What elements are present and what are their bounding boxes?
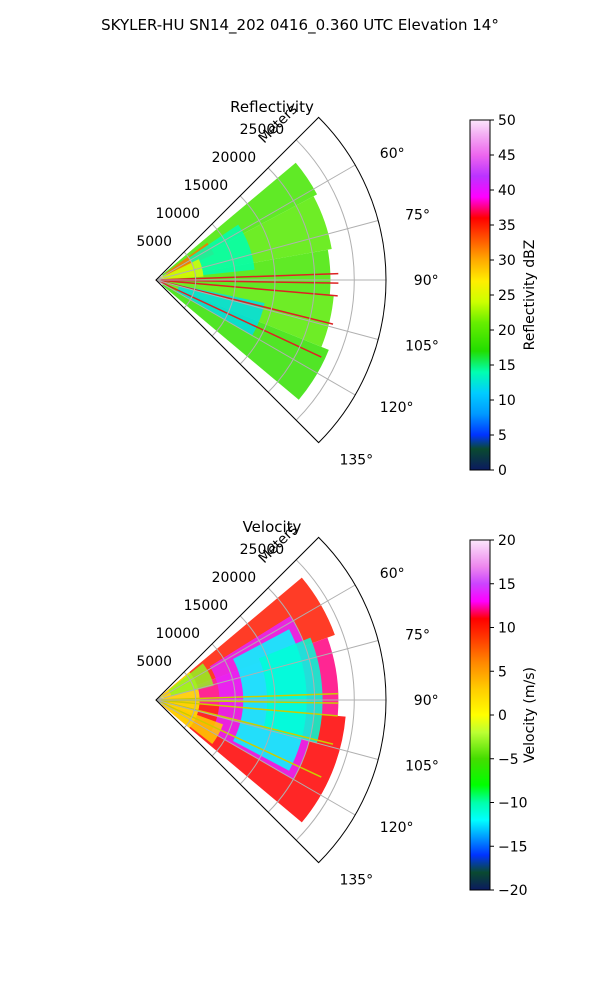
colorbar-tick-label: 10	[498, 393, 516, 409]
angle-spoke-0	[155, 584, 356, 701]
sector-frame	[155, 536, 387, 864]
beam-line-4	[155, 279, 322, 358]
beam-line-1	[155, 279, 339, 284]
angle-tick-label: 60°	[380, 146, 405, 162]
colorbar-tick-label: −20	[498, 883, 528, 899]
colorbar-tick-label: 10	[498, 621, 516, 637]
radial-tick-label: 25000	[240, 542, 285, 558]
echo-region-6	[188, 224, 255, 276]
angle-spoke-3	[155, 279, 379, 341]
colorbar-gradient	[469, 539, 491, 891]
angle-tick-label: 90°	[414, 693, 439, 709]
colorbar-tick-label: 5	[498, 428, 507, 444]
reflectivity-title: Reflectivity	[230, 98, 314, 116]
radial-tick-label: 5000	[136, 654, 172, 670]
beam-line-0	[155, 272, 339, 281]
colorbar-tick-label: 0	[498, 463, 507, 479]
beam-line-0	[155, 692, 339, 701]
beam-line-4	[155, 699, 322, 778]
echo-region-4	[162, 282, 329, 400]
colorbar-tick-label: 5	[498, 664, 507, 680]
reflectivity-polar-plot: 500010000150002000025000Meters60°75°90°1…	[136, 102, 438, 469]
radial-tick-label: 10000	[156, 626, 201, 642]
radial-tick-label: 5000	[136, 234, 172, 250]
colorbar-tick-label: −5	[498, 752, 519, 768]
angle-tick-label: 135°	[339, 452, 373, 468]
angle-tick-label: 60°	[380, 566, 405, 582]
colorbar-tick-label: 40	[498, 183, 516, 199]
angle-tick-label: 105°	[405, 759, 439, 775]
velocity-colorbar: −20 −15 −10 −5 0 5 10 15 20 Velocity (m/s)	[469, 533, 538, 899]
radial-tick-label: 15000	[184, 178, 229, 194]
angle-tick-label: 120°	[380, 400, 414, 416]
radial-tick-label: 10000	[156, 206, 201, 222]
angle-spoke-3	[155, 699, 379, 761]
reflectivity-panel: Reflectivity 500010000150002000025000Met…	[136, 98, 538, 479]
radial-tick-label: 25000	[240, 122, 285, 138]
beam-line-3	[155, 279, 334, 325]
colorbar-tick-label: 20	[498, 323, 516, 339]
figure-title: SKYLER-HU SN14_202 0416_0.360 UTC Elevat…	[101, 16, 499, 34]
angle-tick-label: 105°	[405, 339, 439, 355]
angle-tick-label: 75°	[405, 627, 430, 643]
sector-frame	[155, 116, 387, 444]
angle-spoke-1	[155, 639, 379, 701]
radial-tick-label: 20000	[212, 150, 257, 166]
angle-tick-label: 90°	[414, 273, 439, 289]
colorbar-tick-label: 0	[498, 708, 507, 724]
angle-spoke-1	[155, 219, 379, 281]
angle-spoke-4	[155, 699, 356, 816]
beam-line-3	[155, 699, 334, 745]
angle-spoke-0	[155, 164, 356, 281]
radial-tick-label: 20000	[212, 570, 257, 586]
colorbar-tick-label: 15	[498, 358, 516, 374]
angle-tick-label: 120°	[380, 820, 414, 836]
colorbar-tick-label: 25	[498, 288, 516, 304]
radial-tick-label: 15000	[184, 598, 229, 614]
velocity-title: Velocity	[243, 518, 302, 536]
colorbar-tick-label: 20	[498, 533, 516, 549]
angle-tick-label: 135°	[339, 872, 373, 888]
colorbar-tick-label: −10	[498, 796, 528, 812]
velocity-panel: Velocity 500010000150002000025000Meters6…	[136, 518, 538, 899]
velocity-polar-plot: 500010000150002000025000Meters60°75°90°1…	[136, 522, 438, 889]
beam-line-2	[155, 699, 338, 717]
colorbar-label: Reflectivity dBZ	[522, 240, 538, 351]
beam-line-1	[155, 699, 339, 704]
beam-line-2	[155, 279, 338, 297]
colorbar-tick-label: 35	[498, 218, 516, 234]
colorbar-tick-label: −15	[498, 839, 528, 855]
angle-spoke-4	[155, 279, 356, 396]
echo-region-8	[174, 708, 224, 744]
echo-region-5	[258, 637, 323, 744]
colorbar-gradient	[469, 119, 491, 471]
angle-tick-label: 75°	[405, 207, 430, 223]
colorbar-tick-label: 50	[498, 113, 516, 129]
reflectivity-colorbar: 0 5 10 15 20 25 30 35 40 45 50 Reflectivity dBZ	[469, 113, 538, 479]
colorbar-tick-label: 15	[498, 577, 516, 593]
colorbar-label: Velocity (m/s)	[522, 667, 538, 763]
colorbar-tick-label: 30	[498, 253, 516, 269]
colorbar-tick-label: 45	[498, 148, 516, 164]
